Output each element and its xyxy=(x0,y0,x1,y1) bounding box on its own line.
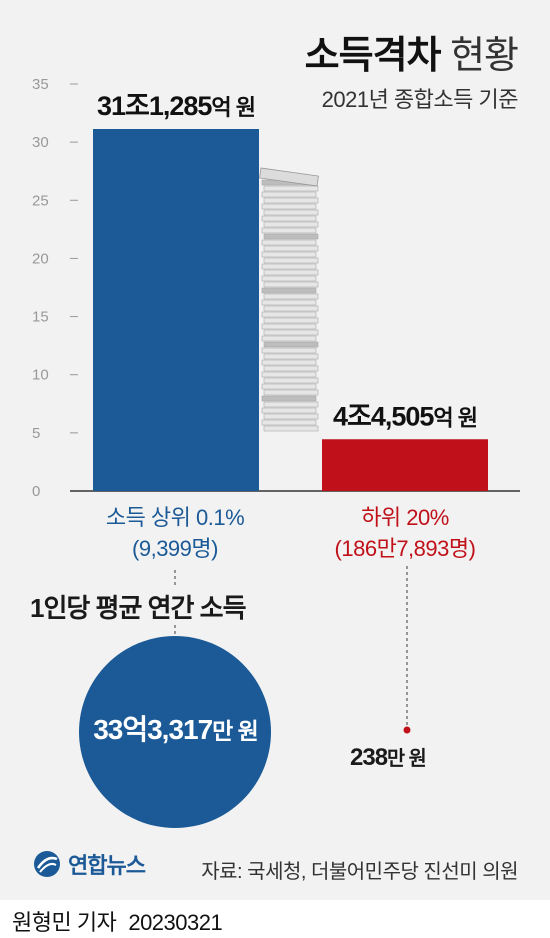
money-bill xyxy=(261,299,317,306)
per-capita-bottom-dot xyxy=(403,726,411,734)
y-tick-label: 30 xyxy=(32,134,49,151)
bar-1 xyxy=(322,439,488,491)
money-bill xyxy=(261,203,317,210)
money-bill xyxy=(263,425,319,432)
money-bill xyxy=(263,281,319,288)
money-bill xyxy=(263,209,319,216)
money-bill xyxy=(263,245,319,252)
money-bill xyxy=(263,377,319,384)
value-label-0: 31조1,285억 원 xyxy=(97,91,255,121)
value-label-unit: 억 원 xyxy=(433,405,477,430)
per-capita-bottom-unit: 만 원 xyxy=(387,748,427,770)
category-label-bottom: 하위 20% (186만7,893명) xyxy=(300,502,510,564)
money-bill xyxy=(263,317,319,324)
money-bill xyxy=(263,257,319,264)
money-bill xyxy=(261,371,317,378)
money-bill xyxy=(261,335,317,342)
money-bill xyxy=(261,311,317,318)
money-bill xyxy=(263,293,319,300)
y-tick-label: 20 xyxy=(32,250,49,267)
money-bill xyxy=(261,263,317,270)
chart-title: 소득격차 현황 xyxy=(304,24,519,79)
money-bill xyxy=(261,395,317,402)
reporter-name: 원형민 기자 xyxy=(12,910,117,935)
money-stack-icon xyxy=(259,167,319,432)
yonhap-logo-text: 연합뉴스 xyxy=(68,853,146,878)
money-bill xyxy=(261,215,317,222)
per-capita-bottom-value: 238만 원 xyxy=(350,742,427,772)
money-bill xyxy=(263,365,319,372)
category-label-top: 소득 상위 0.1% (9,399명) xyxy=(80,502,270,564)
money-bill xyxy=(261,227,317,234)
money-bill xyxy=(261,251,317,258)
y-tick-label: 15 xyxy=(32,309,49,326)
publish-date: 20230321 xyxy=(128,910,223,935)
y-tick-label: 25 xyxy=(32,192,49,209)
per-capita-top-circle xyxy=(79,636,271,828)
yonhap-logo: 연합뉴스 xyxy=(32,848,146,880)
y-tick-label: 10 xyxy=(32,367,49,384)
category-count-top: (9,399명) xyxy=(132,536,218,561)
title-bold: 소득격차 xyxy=(304,35,442,77)
money-bill-top xyxy=(259,167,319,187)
money-bill xyxy=(263,401,319,408)
money-bill xyxy=(263,197,319,204)
money-bill xyxy=(263,269,319,276)
value-label-number: 4조4,505 xyxy=(333,401,434,431)
byline: 원형민 기자 20230321 xyxy=(12,905,223,937)
value-label-unit: 억 원 xyxy=(211,95,255,120)
chart-subtitle: 2021년 종합소득 기준 xyxy=(321,87,519,112)
money-bill xyxy=(261,347,317,354)
money-bill xyxy=(263,329,319,336)
money-bill xyxy=(261,275,317,282)
bar-0 xyxy=(93,129,259,492)
per-capita-top-number: 33억3,317 xyxy=(93,714,213,745)
money-bill xyxy=(261,191,317,198)
value-label-1: 4조4,505억 원 xyxy=(333,401,477,431)
money-bill xyxy=(263,221,319,228)
money-bill xyxy=(261,407,317,414)
money-bill xyxy=(263,341,319,348)
money-bill xyxy=(261,383,317,390)
money-bill xyxy=(261,287,317,294)
yonhap-logo-icon xyxy=(34,851,60,877)
category-name-bottom: 하위 20% xyxy=(361,505,449,530)
category-count-bottom: (186만7,893명) xyxy=(334,536,476,561)
y-tick-label: 35 xyxy=(32,76,49,93)
money-bill xyxy=(263,353,319,360)
money-bill xyxy=(263,413,319,420)
per-capita-top-value: 33억3,317만 원 xyxy=(78,708,273,748)
y-tick-label: 0 xyxy=(32,483,40,500)
money-bill xyxy=(263,389,319,396)
title-light: 현황 xyxy=(450,35,519,77)
per-capita-bottom-number: 238 xyxy=(350,744,388,771)
category-name-top: 소득 상위 0.1% xyxy=(105,505,245,530)
y-tick-label: 5 xyxy=(32,425,40,442)
per-capita-title: 1인당 평균 연간 소득 xyxy=(30,593,246,623)
per-capita-top-unit: 만 원 xyxy=(212,718,259,744)
money-bill xyxy=(261,419,317,426)
money-bill xyxy=(263,185,319,192)
source-note: 자료: 국세청, 더불어민주당 진선미 의원 xyxy=(201,861,518,883)
money-bill xyxy=(263,233,319,240)
money-bill xyxy=(263,305,319,312)
money-bill xyxy=(261,323,317,330)
value-label-number: 31조1,285 xyxy=(97,91,212,121)
money-bill xyxy=(261,239,317,246)
bars xyxy=(93,129,488,492)
y-axis: 0 5 10 15 20 25 30 35 xyxy=(32,76,78,500)
money-bill xyxy=(261,359,317,366)
